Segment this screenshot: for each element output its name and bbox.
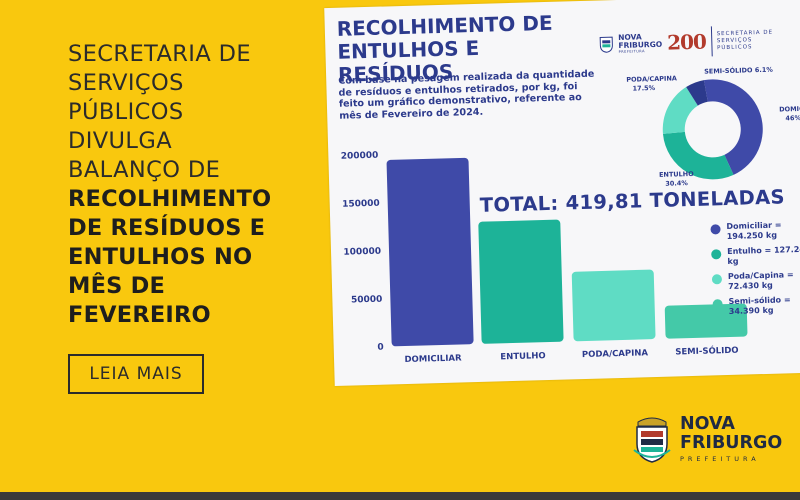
donut-label-name: ENTULHO <box>659 170 694 179</box>
x-tick-label: DOMICILIAR <box>404 353 462 365</box>
bar <box>571 269 656 342</box>
donut-slice <box>686 80 708 106</box>
legend-swatch <box>710 224 721 235</box>
headline-light-line: PÚBLICOS <box>68 99 184 125</box>
prefeitura-logo: NOVA FRIBURGO PREFEITURA <box>632 414 782 464</box>
headline-light-line: SERVIÇOS <box>68 70 184 96</box>
infographic-charts: 0 50000 100000 150000 200000 DOMICILIAR ENTULH… <box>341 65 800 365</box>
legend-item: Domiciliar = 194.250 kg <box>710 220 800 242</box>
donut-label-name: DOMICILIAR <box>779 104 800 113</box>
donut-slice <box>703 79 763 175</box>
prefeitura-sub: PREFEITURA <box>680 455 760 463</box>
legend-item: Semi-sólido = 34.390 kg <box>712 295 800 317</box>
bar <box>478 219 564 344</box>
bar <box>664 303 748 339</box>
x-tick-label: ENTULHO <box>500 351 546 362</box>
headline-bold-line: FEVEREIRO <box>68 302 211 328</box>
x-tick-label: PODA/CAPINA <box>582 348 649 360</box>
bar <box>386 157 474 347</box>
donut-slice <box>662 131 734 180</box>
headline-light-line: BALANÇO DE <box>68 157 221 183</box>
legend-label: Entulho = 127.240 kg <box>727 244 800 266</box>
legend: Domiciliar = 194.250 kg Entulho = 127.240… <box>710 220 800 323</box>
coat-of-arms-icon <box>633 417 671 463</box>
prefeitura-name-2: FRIBURGO <box>680 433 783 453</box>
headline-bold-line: DE RESÍDUOS E <box>68 215 266 241</box>
headline: SECRETARIA DE SERVIÇOS PÚBLICOS DIVULGA BALA… <box>68 40 318 330</box>
header-logos: NOVA FRIBURGO PREFEITURA 200 SECRETARIA … <box>599 20 774 65</box>
headline-light-line: SECRETARIA DE <box>68 41 252 67</box>
donut-label-name: SEMI-SÓLIDO 6.1% <box>704 65 773 76</box>
legend-swatch <box>711 249 722 260</box>
legend-swatch <box>712 299 723 310</box>
headline-bold-line: MÊS DE <box>68 273 166 299</box>
x-tick-label: SEMI-SÓLIDO <box>675 344 739 358</box>
y-tick-label: 0 <box>377 343 384 353</box>
infographic-card: RECOLHIMENTO DE ENTULHOS E RESÍDUOS Com … <box>324 0 800 387</box>
legend-label: Poda/Capina = 72.430 kg <box>727 270 794 291</box>
headline-bold-line: RECOLHIMENTO <box>68 186 272 212</box>
prefeitura-name-1: NOVA <box>680 414 735 434</box>
legend-label: Domiciliar = 194.250 kg <box>726 220 782 241</box>
legend-swatch <box>711 274 723 285</box>
legend-item: Entulho = 127.240 kg <box>711 245 800 267</box>
y-tick-label: 50000 <box>351 295 383 306</box>
y-tick-label: 150000 <box>342 199 380 210</box>
bottom-bar <box>0 492 800 500</box>
donut-label-pct: 17.5% <box>632 84 655 93</box>
crest-icon <box>599 36 613 53</box>
read-more-button[interactable]: LEIA MAIS <box>68 354 204 394</box>
headline-bold-line: ENTULHOS NO <box>68 244 253 270</box>
legend-label: Semi-sólido = 34.390 kg <box>728 295 791 316</box>
headline-light-line: DIVULGA <box>68 128 172 154</box>
y-tick-label: 200000 <box>341 151 379 162</box>
donut-slice <box>662 87 698 134</box>
y-tick-label: 100000 <box>343 247 381 258</box>
donut-label-name: PODA/CAPINA <box>626 74 677 83</box>
donut-label-pct: 30.4% <box>665 179 688 188</box>
legend-item: Poda/Capina = 72.430 kg <box>711 270 800 292</box>
donut-label-pct: 46% <box>785 114 800 122</box>
